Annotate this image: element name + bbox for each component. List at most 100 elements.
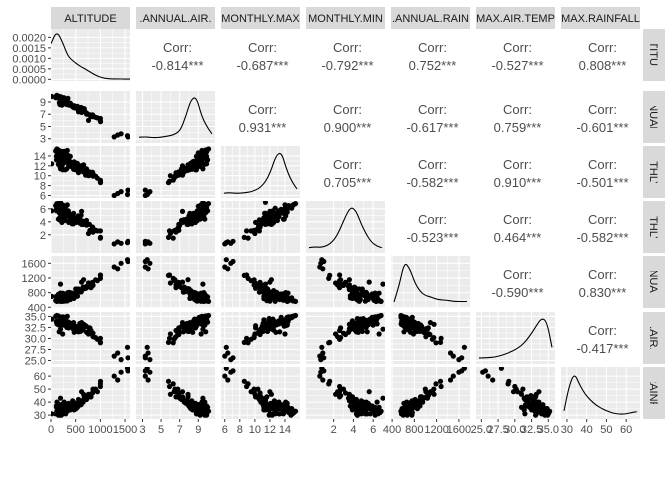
scatter-point: [51, 316, 55, 322]
corr-value: -0.417***: [576, 341, 628, 356]
scatter-point: [337, 327, 343, 334]
scatter-point: [345, 395, 352, 401]
scatter-point: [73, 327, 79, 334]
panel: [476, 312, 555, 364]
scatter-point: [374, 399, 380, 405]
scatter-point: [170, 235, 176, 241]
scatter-point: [97, 228, 103, 234]
y-axis: 400 800 1200 1600: [22, 258, 51, 314]
scatter-point: [354, 400, 360, 406]
scatter-point: [349, 406, 355, 412]
density-curve: [51, 33, 130, 80]
panel: [391, 312, 470, 364]
scatter-point: [433, 340, 439, 346]
scatter-point: [64, 402, 70, 408]
scatter-point: [97, 272, 104, 278]
x-tick-label: 800: [405, 424, 423, 436]
scatter-point: [57, 281, 64, 287]
scatter-point: [268, 391, 274, 397]
right-strip: AX.AIR.TE: [643, 312, 665, 364]
scatter-point: [366, 389, 372, 395]
scatter-point: [200, 395, 206, 401]
corr-value: -0.582***: [576, 230, 628, 245]
panel: [51, 312, 130, 364]
scatter-point: [198, 331, 204, 337]
scatter-point: [57, 395, 64, 401]
scatter-point: [183, 216, 189, 222]
panel: Corr: -0.501***: [576, 157, 628, 190]
panel: Corr: -0.792***: [321, 40, 373, 73]
scatter-point: [461, 344, 467, 350]
scatter-point: [176, 390, 182, 396]
scatter-point: [115, 266, 121, 272]
scatter-point: [172, 335, 178, 341]
scatter-point: [53, 148, 59, 154]
scatter-point: [144, 344, 150, 350]
scatter-point: [437, 378, 444, 384]
corr-heading: Corr:: [418, 40, 447, 55]
scatter-point: [200, 281, 206, 287]
corr-value: 0.464***: [494, 230, 542, 245]
scatter-point: [118, 357, 124, 363]
scatter-point: [241, 378, 247, 384]
scatter-point: [342, 279, 349, 285]
scatter-point: [289, 314, 295, 320]
corr-heading: Corr:: [163, 40, 192, 55]
density-curve: [223, 152, 298, 194]
corr-heading: Corr:: [248, 40, 277, 55]
scatter-point: [189, 398, 195, 404]
scatter-point: [223, 344, 229, 350]
scatter-point: [279, 210, 285, 216]
scatter-point: [263, 216, 269, 222]
right-strip: X.RAINFAL: [643, 367, 665, 419]
scatter-point: [125, 134, 130, 140]
scatter-point: [64, 320, 70, 326]
scatter-point: [327, 272, 333, 278]
scatter-point: [167, 230, 173, 237]
scatter-point: [364, 402, 370, 408]
panel: [306, 256, 385, 308]
scatter-point: [93, 386, 99, 392]
scatter-point: [267, 324, 273, 330]
y-tick-label: 4: [40, 217, 46, 229]
scatter-point: [225, 350, 231, 356]
scatter-point: [118, 189, 124, 195]
scatter-point: [333, 391, 339, 397]
y-tick-label: 30.0: [25, 333, 46, 345]
scatter-point: [366, 279, 372, 285]
scatter-point: [170, 381, 176, 387]
scatter-point: [412, 329, 418, 335]
y-tick-label: 6: [40, 191, 46, 203]
scatter-point: [97, 119, 104, 125]
scatter-point: [244, 383, 250, 390]
scatter-point: [196, 155, 202, 161]
panel: [136, 146, 215, 198]
scatter-point: [399, 408, 405, 414]
corr-value: 0.705***: [324, 175, 372, 190]
corr-heading: Corr:: [503, 267, 532, 282]
strip-label-right: ANNUAL.AI: [647, 88, 659, 146]
scatter-point: [337, 335, 343, 341]
scatter-point: [262, 396, 268, 403]
panel: Corr: -0.527***: [491, 40, 543, 73]
top-strip: MAX.AIR.TEMP: [476, 7, 555, 29]
scatter-point: [58, 163, 65, 169]
x-tick-label: 400: [383, 424, 401, 436]
scatter-point: [53, 411, 59, 417]
panel: [306, 367, 385, 419]
scatter-point: [255, 386, 261, 392]
x-axis: 6 8 10 12 14: [222, 419, 291, 436]
panel: [221, 256, 300, 308]
scatter-point: [64, 291, 70, 297]
x-tick-label: 1000: [88, 424, 112, 436]
scatter-point: [89, 331, 96, 338]
right-strip: ONTHLY.M: [643, 201, 665, 253]
panel: Corr: 0.830***: [579, 267, 627, 300]
scatter-point: [342, 331, 349, 338]
top-strip: MONTHLY.MIN: [306, 7, 385, 29]
scatter-point: [400, 412, 406, 418]
scatter-point: [230, 355, 236, 361]
scatter-point: [185, 394, 191, 400]
